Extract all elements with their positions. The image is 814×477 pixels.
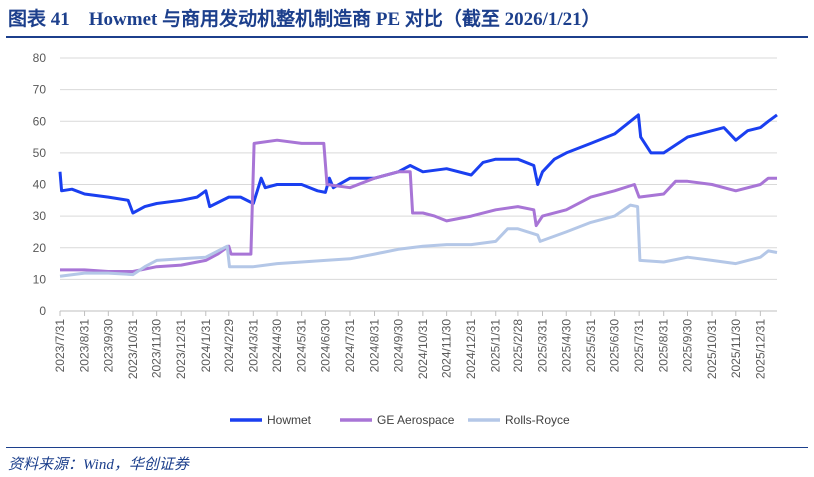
y-tick-label: 80: [33, 51, 47, 65]
y-tick-label: 40: [33, 178, 47, 192]
y-tick-label: 30: [33, 209, 47, 223]
legend-label: GE Aerospace: [377, 413, 455, 427]
x-tick-label: 2024/8/31: [368, 319, 382, 373]
y-tick-label: 0: [39, 304, 46, 318]
x-tick-label: 2025/2/28: [511, 319, 525, 373]
x-tick-label: 2025/7/31: [632, 319, 646, 373]
legend-label: Rolls-Royce: [505, 413, 570, 427]
x-tick-label: 2023/11/30: [150, 319, 164, 378]
x-tick-label: 2023/7/31: [53, 319, 67, 373]
x-tick-label: 2025/1/31: [489, 319, 503, 373]
legend-label: Howmet: [267, 413, 312, 427]
x-tick-label: 2024/5/31: [295, 319, 309, 373]
series-line-ge-aerospace: [60, 138, 777, 273]
x-tick-label: 2025/8/31: [657, 319, 671, 373]
x-tick-label: 2025/9/30: [680, 319, 694, 373]
x-tick-label: 2024/6/30: [318, 319, 332, 373]
y-tick-label: 10: [33, 272, 47, 286]
x-tick-label: 2023/10/31: [126, 319, 140, 379]
x-tick-label: 2023/12/31: [174, 319, 188, 379]
x-tick-label: 2024/1/31: [199, 319, 213, 373]
x-tick-label: 2023/9/30: [101, 319, 115, 373]
x-tick-label: 2024/12/31: [464, 319, 478, 379]
x-tick-label: 2024/11/30: [440, 319, 454, 378]
x-tick-label: 2024/9/30: [391, 319, 405, 373]
title-divider: [6, 36, 808, 38]
footer-divider: [6, 447, 808, 448]
series-line-rolls-royce: [59, 203, 778, 278]
y-tick-label: 20: [33, 241, 47, 255]
x-tick-label: 2025/10/31: [705, 319, 719, 379]
x-tick-label: 2024/3/31: [246, 319, 260, 373]
x-tick-label: 2024/4/30: [270, 319, 284, 373]
x-tick-label: 2024/10/31: [416, 319, 430, 379]
x-tick-label: 2025/4/30: [559, 319, 573, 373]
y-tick-label: 70: [33, 83, 47, 97]
series-line-howmet: [58, 113, 778, 215]
source-note: 资料来源：Wind，华创证券: [8, 457, 189, 473]
chart: 0 10 20 30 40 50 60 70 80 2023/7/31 2023/8/31 2023/…: [33, 51, 778, 427]
x-tick-label: 2025/11/30: [729, 319, 743, 378]
x-tick-label: 2025/12/31: [753, 319, 767, 379]
x-tick-label: 2024/7/31: [343, 319, 357, 373]
figure-title: 图表 41 Howmet 与商用发动机整机制造商 PE 对比（截至 2026/1…: [8, 9, 601, 30]
x-tick-label: 2025/6/30: [608, 319, 622, 373]
x-tick-label: 2024/2/29: [222, 319, 236, 373]
y-tick-label: 50: [33, 146, 47, 160]
y-tick-label: 60: [33, 114, 47, 128]
x-tick-label: 2025/5/31: [584, 319, 598, 373]
x-tick-label: 2025/3/31: [535, 319, 549, 373]
x-tick-label: 2023/8/31: [78, 319, 92, 373]
